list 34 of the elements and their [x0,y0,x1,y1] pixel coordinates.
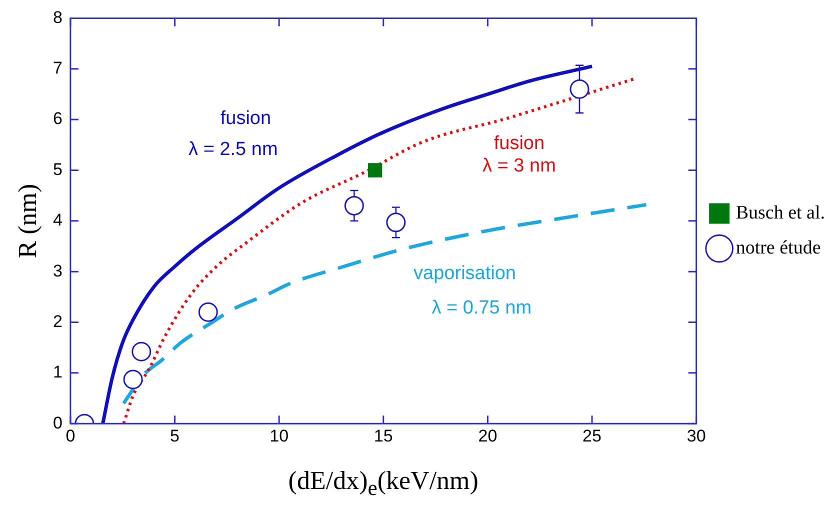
point [386,212,406,232]
y-tick-label: 1 [52,362,62,382]
point [368,163,382,178]
y-tick-label: 8 [52,8,62,27]
line-series [122,202,648,406]
point [132,342,152,362]
x-tick-label: 15 [374,426,393,446]
point [570,79,590,99]
annotation: fusion [494,133,545,154]
legend-label: Busch et al. [736,202,826,224]
annotation: λ = 2.5 nm [188,139,278,160]
annotation: λ = 3 nm [482,155,556,176]
x-tick-label: 30 [686,426,706,446]
y-tick-label: 0 [52,413,62,432]
y-axis-title: R (nm) [13,184,43,258]
x-tick-label: 20 [478,426,498,446]
y-tick-label: 4 [52,210,62,230]
y-tick-label: 5 [52,160,62,179]
x-tick-label: 0 [66,426,76,446]
x-axis-title: (dE/dx)$_{e}$(keV/nm) [288,466,478,501]
annotation: λ = 0.75 nm [432,297,532,318]
annotation: vaporisation [414,262,516,284]
point [123,370,143,390]
point [344,196,364,216]
y-tick-label: 3 [52,261,62,280]
y-tick-label: 7 [52,58,62,78]
annotation: fusion [220,108,272,129]
x-tick-label: 10 [270,426,289,446]
legend-label: notre étude [736,237,821,258]
x-tick-label: 5 [170,426,180,446]
point [198,302,218,322]
y-tick-label: 6 [52,109,62,128]
x-tick-label: 25 [582,426,602,446]
y-tick-label: 2 [52,312,62,331]
